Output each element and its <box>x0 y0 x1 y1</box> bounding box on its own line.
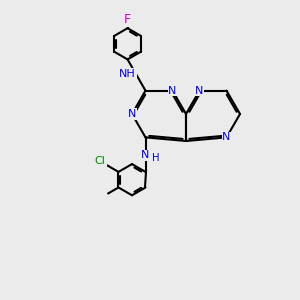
Text: NH: NH <box>119 69 136 79</box>
Text: N: N <box>195 85 204 96</box>
Text: Cl: Cl <box>95 156 106 167</box>
Text: N: N <box>168 85 177 96</box>
Text: H: H <box>152 153 160 163</box>
Text: F: F <box>124 13 131 26</box>
Text: N: N <box>141 150 150 161</box>
Text: N: N <box>128 109 136 119</box>
Text: N: N <box>222 132 231 142</box>
